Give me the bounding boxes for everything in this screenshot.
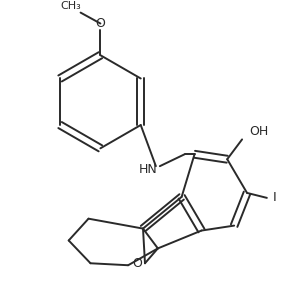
- Text: HN: HN: [139, 163, 157, 176]
- Text: CH₃: CH₃: [60, 1, 81, 11]
- Text: OH: OH: [249, 125, 268, 138]
- Text: I: I: [273, 191, 277, 204]
- Text: O: O: [96, 17, 105, 30]
- Text: O: O: [132, 257, 142, 270]
